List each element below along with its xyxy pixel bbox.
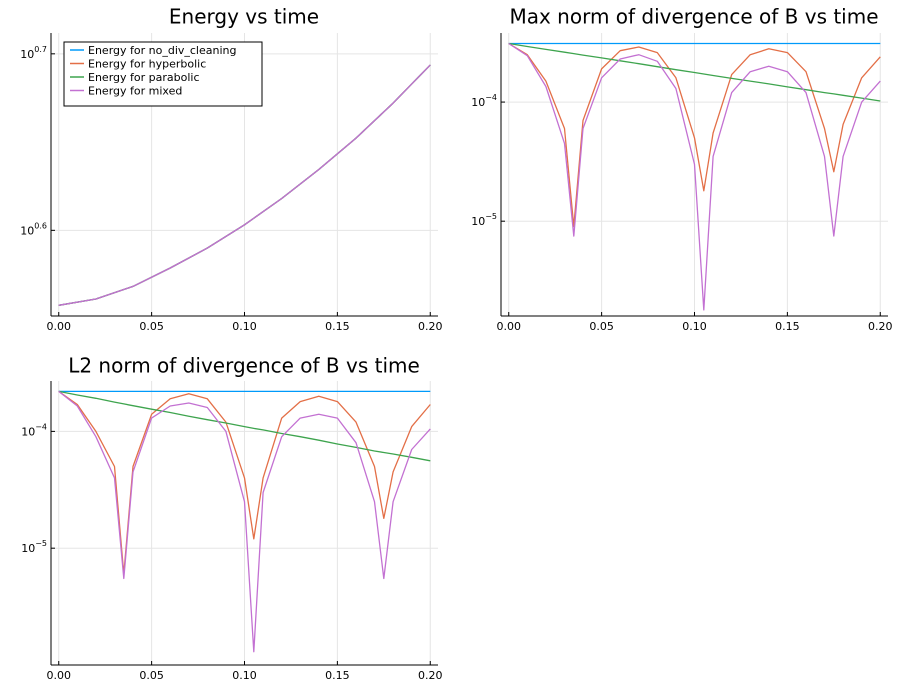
legend-entry: Energy for no_div_cleaning [88,44,236,57]
chart-panel-3: L2 norm of divergence of B vs time 0.00 0.… [21,354,442,683]
legend-box [63,41,263,107]
x-tick-label: 0.05 [139,669,164,682]
y-tick-label: 10−5 [21,539,47,555]
series-line-3 [58,390,431,462]
series-line-4 [58,390,431,653]
series-line-4 [58,64,431,306]
x-tick-label: 0.05 [139,320,164,333]
x-tick-label: 0.10 [232,669,257,682]
legend-entry: Energy for mixed [88,85,182,98]
y-tick-label: 10−4 [21,422,47,438]
y-tick-label: 10−5 [471,212,497,228]
legend-entry: Energy for hyperbolic [88,58,206,71]
series-line-4 [508,42,881,311]
x-tick-label: 0.20 [418,669,443,682]
chart-title: Energy vs time [169,5,319,29]
x-tick-label: 0.15 [775,320,800,333]
x-tick-label: 0.00 [46,320,71,333]
x-tick-label: 0.20 [418,320,443,333]
x-tick-label: 0.10 [232,320,257,333]
x-tick-label: 0.15 [325,320,350,333]
series-line-2 [508,42,881,228]
x-tick-label: 0.15 [325,669,350,682]
chart-panel-1: Energy vs time 0.00 0.05 0.10 0.15 0.20 100.6 1… [20,5,442,334]
legend-entry: Energy for parabolic [88,71,200,84]
y-tick-label: 100.6 [20,221,47,237]
y-tick-label: 100.7 [20,45,47,61]
x-tick-label: 0.05 [589,320,614,333]
series-line-3 [508,42,881,102]
chart-title: L2 norm of divergence of B vs time [68,354,420,378]
x-tick-label: 0.10 [682,320,707,333]
x-tick-label: 0.00 [496,320,521,333]
chart-title: Max norm of divergence of B vs time [509,5,878,29]
x-tick-label: 0.20 [868,320,893,333]
chart-panel-2: Max norm of divergence of B vs time 0.00 0… [471,5,892,334]
x-tick-label: 0.00 [46,669,71,682]
y-tick-label: 10−4 [471,93,497,109]
